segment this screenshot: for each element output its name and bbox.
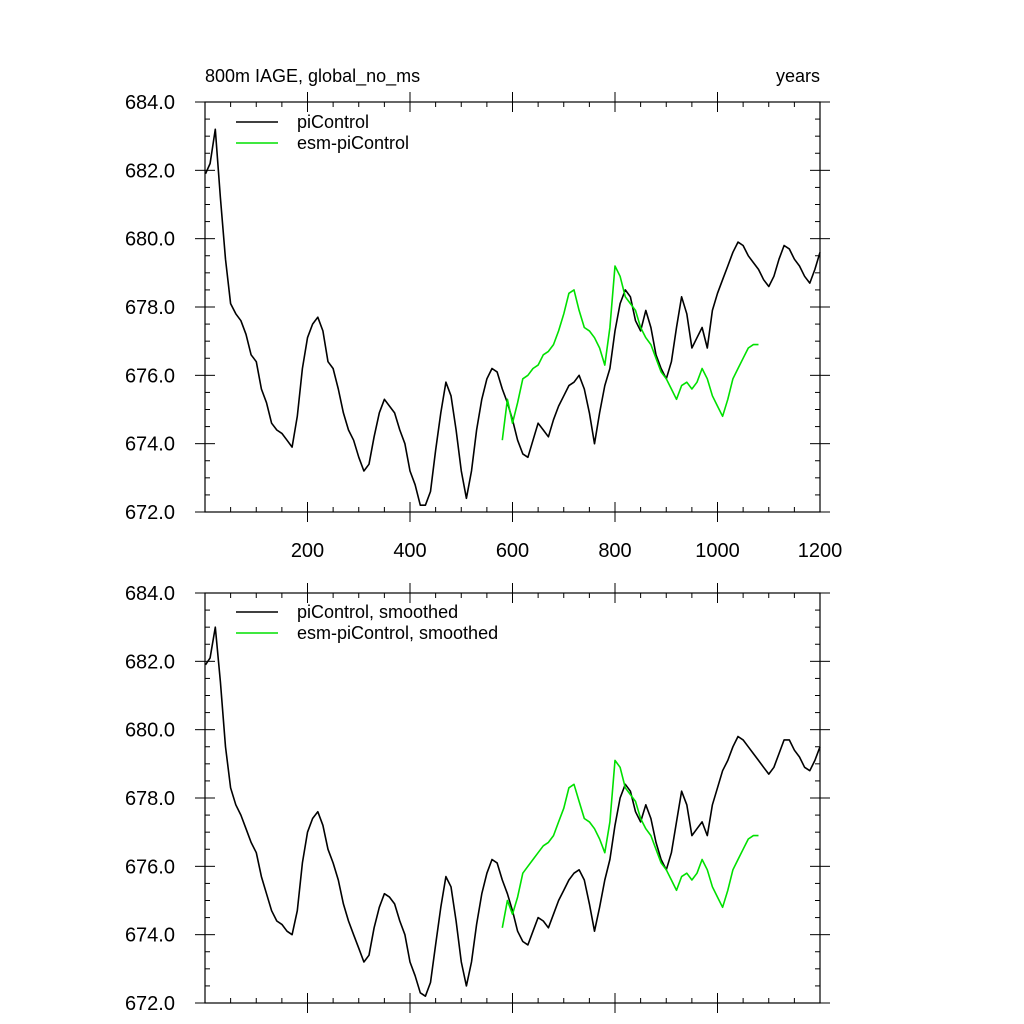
legend-label: esm-piControl: [297, 133, 409, 153]
y-tick-label: 674.0: [125, 925, 175, 947]
x-tick-label: 800: [598, 540, 631, 562]
x-tick-label: 400: [393, 540, 426, 562]
x-tick-label: 1200: [798, 540, 843, 562]
series-line-0: [204, 128, 821, 506]
y-tick-label: 684.0: [125, 583, 175, 605]
units-label: years: [776, 66, 820, 86]
y-tick-label: 676.0: [125, 365, 175, 387]
x-tick-label: 600: [496, 540, 529, 562]
y-tick-label: 676.0: [125, 856, 175, 878]
y-tick-label: 678.0: [125, 788, 175, 810]
y-tick-label: 672.0: [125, 502, 175, 524]
y-tick-label: 680.0: [125, 720, 175, 742]
series-line-1: [501, 759, 759, 928]
plot-frame: [204, 592, 821, 1004]
series-line-0: [204, 626, 821, 997]
y-tick-label: 682.0: [125, 651, 175, 673]
x-tick-label: 1000: [695, 540, 740, 562]
y-tick-label: 674.0: [125, 434, 175, 456]
chart-title: 800m IAGE, global_no_ms: [205, 66, 420, 87]
y-tick-label: 678.0: [125, 297, 175, 319]
legend-label: piControl, smoothed: [297, 602, 458, 622]
x-tick-label: 200: [291, 540, 324, 562]
bottom-panel: 672.0 674.0 676.0 678.0 680.0 682.0 684.0 piCon…: [125, 583, 830, 1015]
y-tick-label: 682.0: [125, 160, 175, 182]
legend-label: piControl: [297, 112, 369, 132]
top-panel: 800m IAGE, global_no_ms years 200 400 600 8…: [125, 66, 842, 562]
y-tick-label: 684.0: [125, 92, 175, 114]
legend-label: esm-piControl, smoothed: [297, 623, 498, 643]
y-tick-label: 680.0: [125, 229, 175, 251]
series-line-1: [501, 265, 759, 441]
y-tick-label: 672.0: [125, 993, 175, 1015]
plot-frame: [204, 101, 821, 513]
